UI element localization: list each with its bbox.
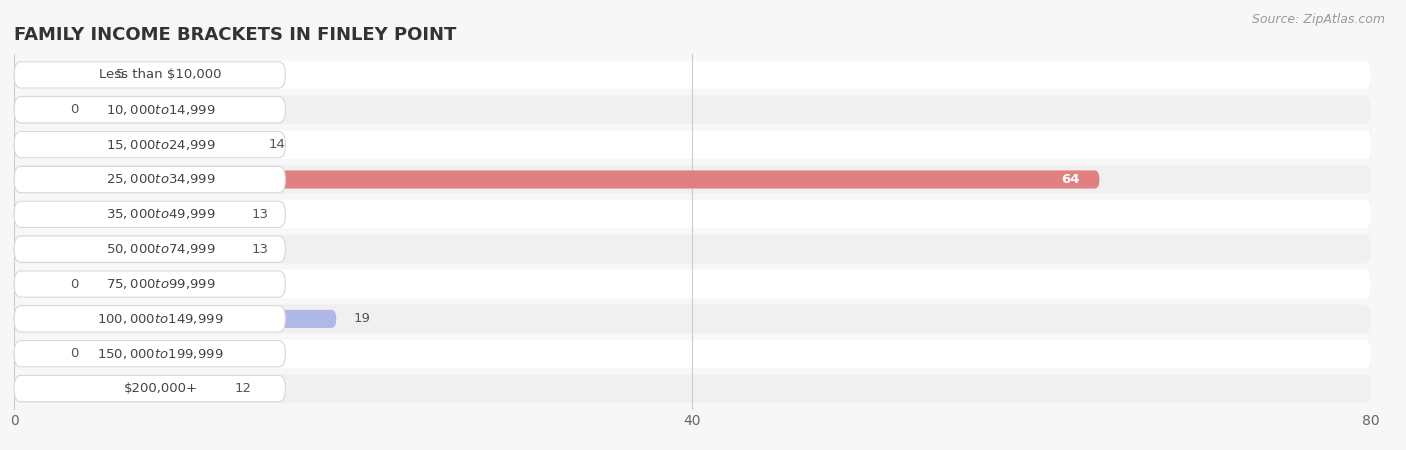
Text: 12: 12	[235, 382, 252, 395]
Text: Source: ZipAtlas.com: Source: ZipAtlas.com	[1251, 14, 1385, 27]
Text: 64: 64	[1060, 173, 1080, 186]
FancyBboxPatch shape	[14, 374, 1371, 403]
FancyBboxPatch shape	[14, 95, 1371, 124]
FancyBboxPatch shape	[14, 270, 1371, 298]
FancyBboxPatch shape	[14, 205, 235, 223]
FancyBboxPatch shape	[14, 101, 56, 119]
Text: FAMILY INCOME BRACKETS IN FINLEY POINT: FAMILY INCOME BRACKETS IN FINLEY POINT	[14, 26, 457, 44]
FancyBboxPatch shape	[14, 379, 218, 398]
Text: 5: 5	[115, 68, 124, 81]
FancyBboxPatch shape	[14, 97, 285, 123]
FancyBboxPatch shape	[14, 341, 285, 367]
FancyBboxPatch shape	[14, 130, 1371, 159]
FancyBboxPatch shape	[14, 201, 285, 227]
FancyBboxPatch shape	[14, 61, 1371, 89]
FancyBboxPatch shape	[14, 166, 285, 193]
Text: $150,000 to $199,999: $150,000 to $199,999	[97, 347, 224, 361]
FancyBboxPatch shape	[14, 66, 98, 84]
FancyBboxPatch shape	[14, 305, 1371, 333]
Text: $10,000 to $14,999: $10,000 to $14,999	[105, 103, 215, 117]
Text: $75,000 to $99,999: $75,000 to $99,999	[105, 277, 215, 291]
FancyBboxPatch shape	[14, 345, 56, 363]
Text: $50,000 to $74,999: $50,000 to $74,999	[105, 242, 215, 256]
Text: 19: 19	[353, 312, 370, 325]
FancyBboxPatch shape	[14, 339, 1371, 368]
FancyBboxPatch shape	[14, 235, 1371, 263]
FancyBboxPatch shape	[14, 200, 1371, 229]
FancyBboxPatch shape	[14, 171, 1099, 189]
Text: 13: 13	[252, 208, 269, 221]
Text: 0: 0	[70, 278, 79, 291]
Text: $200,000+: $200,000+	[124, 382, 198, 395]
Text: 14: 14	[269, 138, 285, 151]
FancyBboxPatch shape	[14, 62, 285, 88]
FancyBboxPatch shape	[14, 236, 285, 262]
FancyBboxPatch shape	[14, 306, 285, 332]
Text: 13: 13	[252, 243, 269, 256]
FancyBboxPatch shape	[14, 240, 235, 258]
Text: $35,000 to $49,999: $35,000 to $49,999	[105, 207, 215, 221]
Text: $15,000 to $24,999: $15,000 to $24,999	[105, 138, 215, 152]
FancyBboxPatch shape	[14, 131, 285, 158]
FancyBboxPatch shape	[14, 271, 285, 297]
FancyBboxPatch shape	[14, 165, 1371, 194]
Text: 0: 0	[70, 347, 79, 360]
FancyBboxPatch shape	[14, 375, 285, 402]
FancyBboxPatch shape	[14, 135, 252, 154]
Text: $25,000 to $34,999: $25,000 to $34,999	[105, 172, 215, 186]
Text: 0: 0	[70, 103, 79, 116]
Text: Less than $10,000: Less than $10,000	[100, 68, 222, 81]
FancyBboxPatch shape	[14, 275, 56, 293]
FancyBboxPatch shape	[14, 310, 336, 328]
Text: $100,000 to $149,999: $100,000 to $149,999	[97, 312, 224, 326]
